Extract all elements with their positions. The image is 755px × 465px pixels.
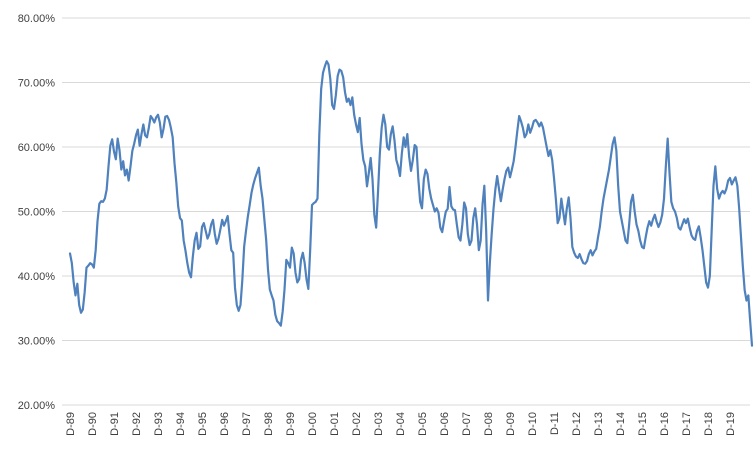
- x-axis-tick-label: D-02: [351, 412, 363, 436]
- y-axis-tick-label: 70.00%: [18, 78, 56, 90]
- x-axis-tick-label: D-97: [241, 412, 253, 436]
- y-axis-tick-label: 60.00%: [18, 142, 56, 154]
- x-axis-labels: D-89 D-90 D-91 D-92 D-93 D-94 D-95 D-96 D-97 D-98…: [65, 412, 737, 436]
- x-axis-tick-label: D-93: [153, 412, 165, 436]
- x-axis-tick-label: D-11: [549, 412, 561, 435]
- x-axis-tick-label: D-03: [373, 412, 385, 436]
- x-axis-tick-label: D-12: [571, 412, 583, 436]
- y-axis-tick-label: 80.00%: [18, 13, 56, 25]
- x-axis-tick-label: D-04: [395, 412, 407, 436]
- x-axis-tick-label: D-08: [483, 412, 495, 436]
- x-axis-tick-label: D-99: [285, 412, 297, 436]
- x-axis-tick-label: D-13: [593, 412, 605, 436]
- series-line: [68, 60, 754, 347]
- x-axis-tick-label: D-17: [681, 412, 693, 436]
- x-axis-tick-label: D-10: [527, 412, 539, 436]
- x-axis-tick-label: D-16: [659, 412, 671, 436]
- x-axis-tick-label: D-91: [109, 412, 121, 436]
- x-axis-tick-label: D-89: [65, 412, 77, 436]
- x-axis-tick-label: D-05: [417, 412, 429, 436]
- x-axis-tick-label: D-96: [219, 412, 231, 436]
- x-axis-tick-label: D-06: [439, 412, 451, 436]
- x-axis-tick-label: D-14: [615, 412, 627, 436]
- x-axis-tick-label: D-09: [505, 412, 517, 436]
- y-axis-tick-label: 20.00%: [18, 400, 56, 412]
- data-series-group: [68, 60, 754, 347]
- x-axis-tick-label: D-92: [131, 412, 143, 436]
- y-axis-labels: 20.00% 30.00% 40.00% 50.00% 60.00% 70.00% 80.0…: [18, 13, 56, 412]
- x-axis-tick-label: D-00: [307, 412, 319, 436]
- x-axis-tick-label: D-01: [329, 412, 341, 436]
- x-axis-tick-label: D-18: [703, 412, 715, 436]
- x-axis-tick-label: D-19: [725, 412, 737, 436]
- x-axis-tick-label: D-98: [263, 412, 275, 436]
- x-axis-tick-label: D-07: [461, 412, 473, 436]
- y-axis-tick-label: 40.00%: [18, 271, 56, 283]
- y-axis-tick-label: 50.00%: [18, 207, 56, 219]
- x-axis-tick-label: D-94: [175, 412, 187, 436]
- y-axis-tick-label: 30.00%: [18, 336, 56, 348]
- x-axis-tick-label: D-95: [197, 412, 209, 436]
- x-axis-tick-label: D-90: [87, 412, 99, 436]
- gridlines: [62, 17, 750, 406]
- x-axis-tick-label: D-15: [637, 412, 649, 436]
